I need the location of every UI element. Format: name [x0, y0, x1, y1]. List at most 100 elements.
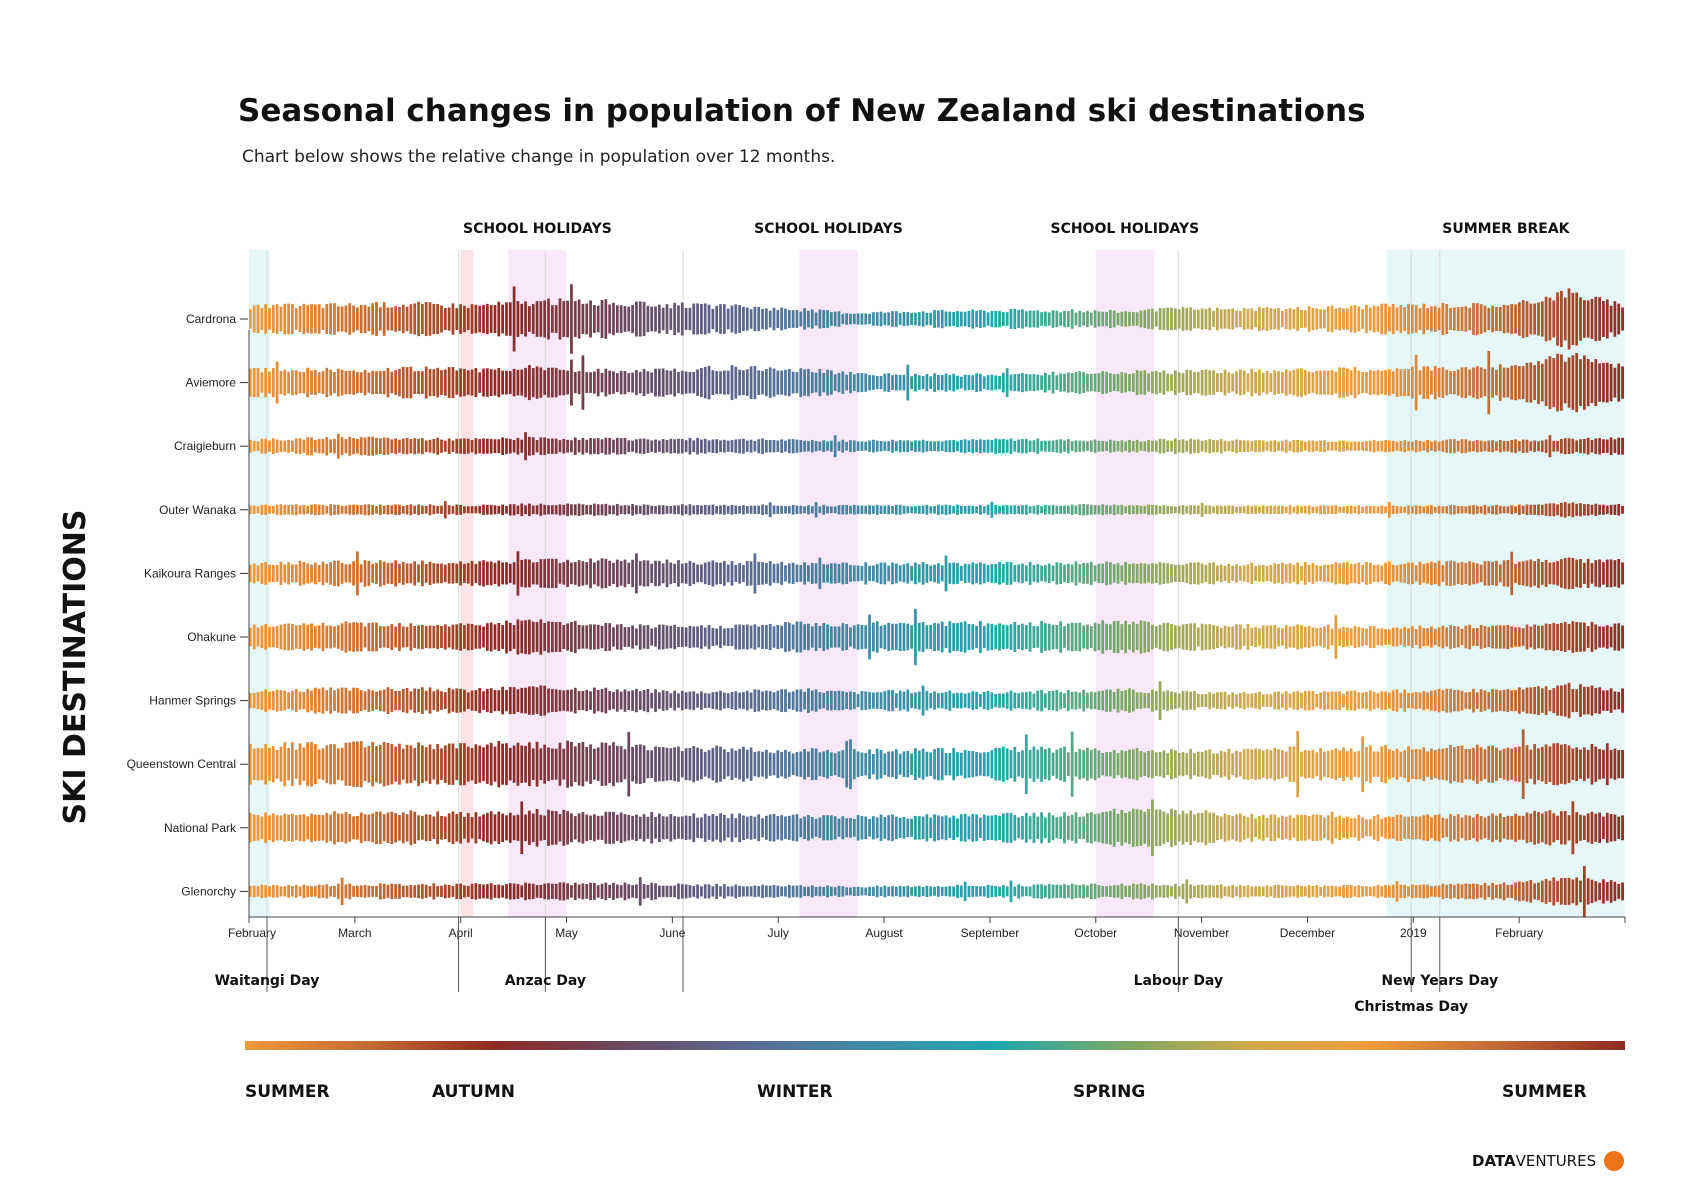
population-bar	[1345, 691, 1349, 711]
population-bar	[1617, 691, 1621, 710]
population-bar	[600, 625, 604, 649]
population-bar	[757, 751, 761, 778]
population-bar	[757, 439, 761, 454]
population-bar	[256, 441, 260, 451]
population-bar	[1097, 311, 1101, 327]
population-bar	[512, 562, 516, 585]
population-bar	[421, 745, 424, 784]
population-bar	[612, 439, 615, 453]
population-bar	[680, 626, 684, 648]
population-bar	[1024, 439, 1028, 454]
population-bar	[310, 304, 313, 334]
population-bar	[872, 375, 875, 390]
population-bar	[1571, 801, 1575, 855]
population-bar	[1326, 815, 1330, 841]
population-bar	[1189, 810, 1193, 846]
population-bar	[1307, 564, 1311, 583]
population-bar	[608, 560, 612, 587]
population-bar	[826, 815, 829, 841]
population-bar	[761, 818, 764, 838]
population-bar	[455, 438, 459, 454]
population-bar	[1365, 886, 1368, 897]
population-bar	[505, 505, 508, 514]
population-bar	[635, 884, 638, 899]
population-bar	[1028, 561, 1032, 585]
population-bar	[971, 624, 975, 650]
population-bar	[436, 506, 440, 514]
population-bar	[891, 751, 894, 778]
population-bar	[1151, 563, 1154, 584]
population-bar	[1036, 626, 1040, 648]
population-bar	[1594, 560, 1598, 587]
population-bar	[1093, 565, 1097, 582]
population-bar	[524, 505, 527, 515]
population-bar	[1070, 883, 1074, 900]
population-bar	[707, 440, 711, 453]
population-bar	[872, 439, 875, 453]
population-bar	[1040, 621, 1043, 653]
population-bar	[1303, 749, 1307, 779]
population-bar	[1437, 441, 1441, 451]
population-bar	[780, 439, 784, 454]
population-bar	[1120, 565, 1124, 582]
population-bar	[593, 305, 596, 333]
population-bar	[1300, 885, 1303, 897]
population-bar	[1258, 816, 1261, 840]
population-bar	[1491, 745, 1494, 783]
population-bar	[1235, 371, 1238, 394]
population-bar	[963, 693, 967, 708]
population-bar	[849, 371, 852, 394]
population-bar	[902, 374, 906, 391]
population-bar	[1059, 562, 1063, 584]
population-bar	[1407, 562, 1410, 585]
population-bar	[1082, 440, 1085, 452]
population-bar	[1044, 749, 1047, 780]
population-bar	[1227, 372, 1231, 393]
population-bar	[994, 624, 998, 650]
population-bar	[1575, 877, 1579, 906]
population-bar	[1422, 564, 1426, 583]
population-bar	[841, 886, 845, 897]
population-bar	[581, 812, 585, 844]
population-bar	[879, 886, 883, 896]
population-bar	[470, 304, 474, 334]
population-bar	[432, 369, 436, 397]
population-bar	[1487, 561, 1491, 586]
population-bar	[1602, 439, 1605, 454]
population-bar	[1563, 744, 1567, 785]
population-bar	[879, 311, 883, 327]
population-bar	[505, 302, 508, 336]
population-bar	[1567, 503, 1571, 517]
population-bar	[772, 692, 776, 709]
population-bar	[474, 438, 478, 455]
population-bar	[1502, 440, 1506, 452]
population-bar	[1407, 628, 1410, 646]
population-bar	[1548, 297, 1552, 341]
population-bar	[1116, 441, 1120, 452]
population-bar	[287, 623, 290, 651]
population-bar	[1453, 689, 1456, 712]
population-bar	[443, 884, 447, 899]
population-bar	[623, 505, 627, 515]
population-bar	[524, 620, 527, 654]
population-bar	[1086, 813, 1089, 843]
population-bar	[417, 625, 420, 649]
population-bar	[1196, 693, 1200, 708]
population-bar	[466, 746, 470, 782]
population-bar	[852, 625, 856, 649]
population-bar	[1086, 504, 1089, 516]
population-bar	[291, 440, 294, 452]
population-bar	[948, 886, 952, 897]
population-bar	[1361, 309, 1365, 329]
population-bar	[833, 563, 837, 584]
population-bar	[550, 810, 554, 845]
population-bar	[1032, 374, 1036, 392]
population-bar	[1158, 438, 1162, 454]
population-bar	[1063, 693, 1066, 709]
population-bar	[1200, 884, 1204, 899]
population-bar	[1464, 506, 1468, 514]
population-bar	[1066, 815, 1070, 840]
population-bar	[1074, 440, 1078, 453]
population-bar	[570, 440, 573, 453]
population-bar	[768, 502, 772, 518]
